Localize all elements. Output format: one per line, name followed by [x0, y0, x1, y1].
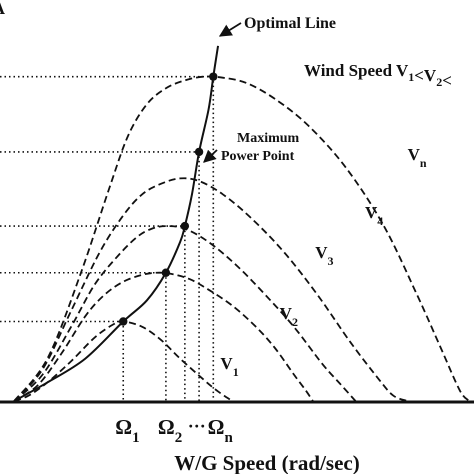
curve-label-v1: V1 — [220, 354, 238, 379]
x-axis: Ω1 Ω2 ··· Ωn — [0, 400, 474, 446]
max-power-point-marker — [180, 221, 190, 231]
max-power-annotation-line2: Power Point — [221, 149, 295, 164]
max-power-annotation-line1: Maximum — [237, 131, 300, 146]
chart-labels: W/G Speed (rad/sec) A Wind Speed V1<V2< Opt… — [0, 0, 452, 474]
power-curve-v4 — [13, 177, 408, 402]
curve-label-v2: V2 — [280, 304, 298, 329]
power-curve-v3 — [13, 225, 357, 402]
power-curves — [13, 45, 470, 402]
power-curve-v2 — [13, 271, 314, 402]
x-tick-label: Ωn — [208, 415, 234, 446]
optimal-line-annotation: Optimal Line — [244, 15, 336, 32]
max-power-point-marker — [194, 147, 204, 157]
x-tick-label: Ω1 — [115, 415, 139, 446]
max-power-point-marker — [161, 268, 171, 277]
optimal-line-arrow — [218, 22, 242, 37]
curve-label-v3: V3 — [315, 243, 333, 268]
curve-label-v4: V4 — [365, 203, 383, 228]
max-power-point-marker — [119, 317, 128, 326]
x-tick-ellipsis: ··· — [188, 416, 206, 436]
max-power-arrow — [203, 149, 218, 163]
x-axis-title: W/G Speed (rad/sec) — [174, 451, 359, 474]
guide-lines — [0, 75, 215, 401]
x-tick-label: Ω2 — [158, 415, 182, 446]
optimal-line — [13, 45, 220, 402]
wind-speed-legend: Wind Speed V1<V2< — [304, 61, 452, 90]
panel-letter: A — [0, 0, 5, 18]
max-power-point-marker — [209, 72, 218, 81]
power-curve-vn — [13, 75, 470, 402]
curve-label-vn: Vn — [408, 145, 427, 170]
